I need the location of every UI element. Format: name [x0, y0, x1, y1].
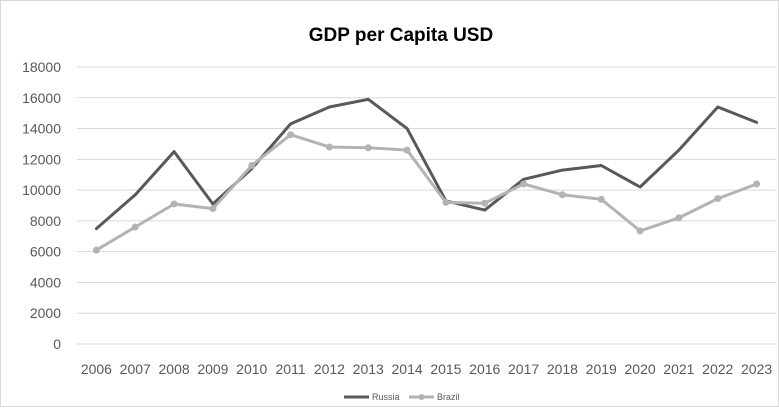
y-tick-label: 6000 [30, 244, 61, 260]
series-lines [92, 97, 761, 254]
legend-label-russia: Russia [372, 392, 400, 402]
data-point-brazil [170, 200, 178, 208]
data-point-brazil [481, 199, 489, 207]
x-tick-label: 2021 [663, 361, 694, 377]
data-point-brazil [403, 146, 411, 154]
chart-title: GDP per Capita USD [309, 25, 493, 46]
legend-label-brazil: Brazil [437, 392, 460, 402]
series-line-russia [94, 97, 759, 231]
y-tick-label: 16000 [22, 90, 61, 106]
x-tick-label: 2009 [197, 361, 228, 377]
data-point-brazil [131, 223, 139, 231]
x-axis-ticks: 2006 2007 2008 2009 2010 2011 2012 2013 2014 2015… [81, 361, 773, 377]
y-tick-label: 8000 [30, 213, 61, 229]
x-tick-label: 2012 [314, 361, 345, 377]
data-point-brazil [520, 180, 528, 188]
data-point-brazil [558, 191, 566, 199]
y-tick-label: 4000 [30, 274, 61, 290]
data-point-brazil [325, 143, 333, 151]
x-tick-label: 2017 [508, 361, 539, 377]
data-point-brazil [287, 131, 295, 139]
x-tick-label: 2013 [353, 361, 384, 377]
series-line-brazil [94, 133, 759, 252]
y-tick-label: 18000 [22, 59, 61, 75]
data-point-brazil [364, 144, 372, 152]
y-tick-label: 2000 [30, 305, 61, 321]
data-point-brazil [714, 195, 722, 203]
data-point-brazil [597, 195, 605, 203]
legend: Russia Brazil [344, 392, 460, 402]
y-axis-ticks: 0 2000 4000 6000 8000 10000 12000 14000 16000 180… [22, 59, 61, 352]
data-point-brazil [248, 161, 256, 169]
data-point-brazil [753, 180, 761, 188]
legend-marker [418, 394, 425, 400]
x-tick-label: 2007 [120, 361, 151, 377]
y-tick-label: 14000 [22, 121, 61, 137]
x-tick-label: 2006 [81, 361, 112, 377]
y-tick-label: 12000 [22, 151, 61, 167]
x-tick-label: 2020 [625, 361, 656, 377]
y-tick-label: 0 [53, 336, 61, 352]
x-tick-label: 2023 [741, 361, 772, 377]
data-point-brazil [92, 246, 100, 254]
x-tick-label: 2019 [586, 361, 617, 377]
x-tick-label: 2018 [547, 361, 578, 377]
y-tick-label: 10000 [22, 182, 61, 198]
x-tick-label: 2016 [469, 361, 500, 377]
gridlines [77, 66, 776, 345]
x-tick-label: 2014 [392, 361, 423, 377]
x-tick-label: 2010 [236, 361, 267, 377]
data-point-brazil [636, 227, 644, 235]
x-tick-label: 2008 [159, 361, 190, 377]
x-tick-label: 2011 [276, 361, 306, 377]
x-tick-label: 2022 [702, 361, 733, 377]
data-point-brazil [675, 214, 683, 222]
x-tick-label: 2015 [430, 361, 461, 377]
data-point-brazil [442, 198, 450, 206]
data-point-brazil [209, 205, 217, 213]
